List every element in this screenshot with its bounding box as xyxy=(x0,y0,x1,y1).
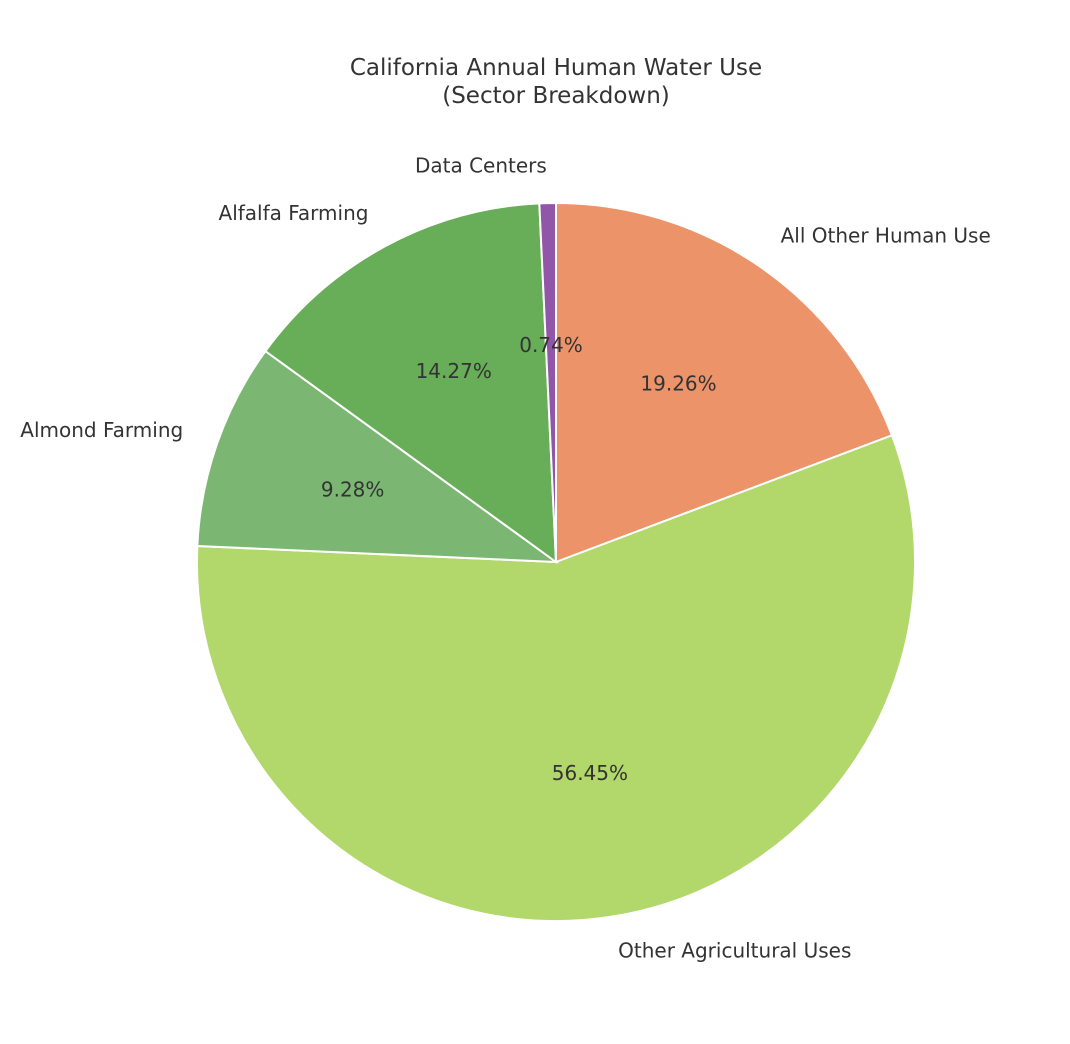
slice-label: Almond Farming xyxy=(20,418,183,442)
slice-label: Alfalfa Farming xyxy=(219,201,369,225)
pie-slice xyxy=(196,349,560,564)
pie-slice xyxy=(555,201,894,564)
pie-slice xyxy=(264,202,558,565)
slice-label: Other Agricultural Uses xyxy=(618,938,851,962)
percent-label: 9.28% xyxy=(321,477,385,501)
percent-label: 14.27% xyxy=(416,359,492,383)
pie-slice xyxy=(196,434,916,922)
pie-slice xyxy=(538,201,557,563)
chart-title: California Annual Human Water Use (Secto… xyxy=(349,55,763,109)
percent-label: 19.26% xyxy=(640,371,716,395)
percent-label: 0.74% xyxy=(519,333,583,357)
slice-label: All Other Human Use xyxy=(781,224,991,248)
percent-label: 56.45% xyxy=(552,761,628,785)
slice-label: Data Centers xyxy=(415,154,547,178)
